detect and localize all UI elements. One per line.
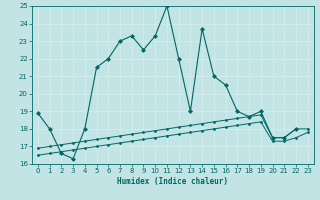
X-axis label: Humidex (Indice chaleur): Humidex (Indice chaleur) <box>117 177 228 186</box>
